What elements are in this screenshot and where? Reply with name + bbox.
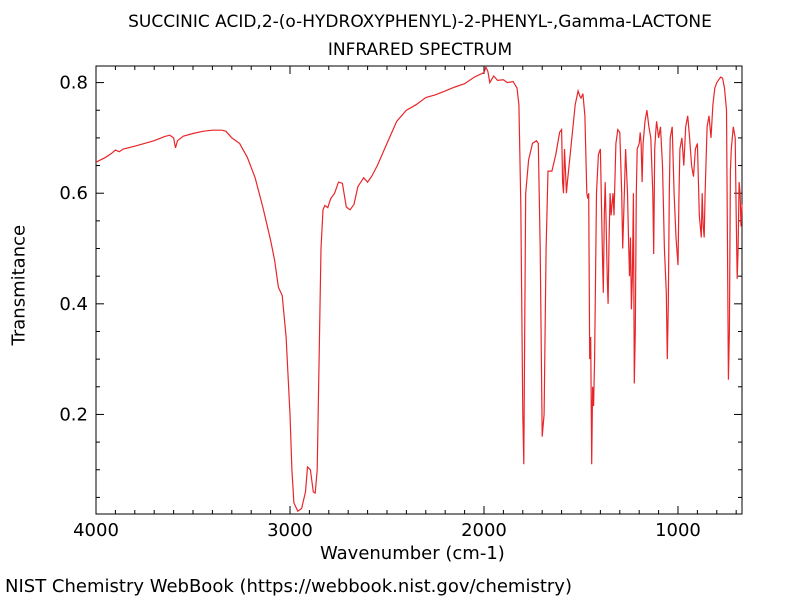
y-tick-label: 0.2 xyxy=(59,404,88,425)
chart-title: SUCCINIC ACID,2-(o-HYDROXYPHENYL)-2-PHEN… xyxy=(128,12,712,32)
y-tick-label: 0.6 xyxy=(59,183,88,204)
x-tick-label: 3000 xyxy=(267,520,313,541)
chart-subtitle: INFRARED SPECTRUM xyxy=(327,40,513,60)
spectrum-line xyxy=(95,65,743,513)
x-axis-label: Wavenumber (cm-1) xyxy=(320,543,505,564)
source-footer: NIST Chemistry WebBook (https://webbook.… xyxy=(5,576,572,597)
x-tick-label: 4000 xyxy=(73,520,119,541)
y-tick-label: 0.8 xyxy=(59,73,88,94)
y-tick-label: 0.4 xyxy=(59,294,88,315)
plot-frame xyxy=(95,65,743,515)
x-tick-label: 2000 xyxy=(461,520,507,541)
x-tick-label: 1000 xyxy=(655,520,701,541)
y-axis-label: Transmitance xyxy=(8,224,30,346)
